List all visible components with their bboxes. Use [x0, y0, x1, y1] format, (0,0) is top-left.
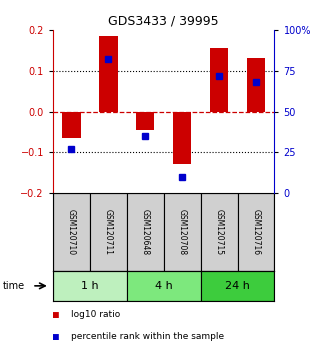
Text: GSM120711: GSM120711 [104, 209, 113, 255]
Text: ■: ■ [53, 332, 59, 342]
Bar [201, 193, 238, 271]
Bar [136, 112, 154, 130]
Bar [62, 112, 81, 138]
Bar [247, 58, 265, 112]
Bar [127, 193, 164, 271]
Text: GSM120710: GSM120710 [67, 209, 76, 255]
Text: ■: ■ [53, 310, 59, 320]
Text: 1 h: 1 h [81, 281, 99, 291]
Text: percentile rank within the sample: percentile rank within the sample [71, 332, 224, 341]
Text: GSM120716: GSM120716 [251, 209, 261, 255]
Text: 24 h: 24 h [225, 281, 250, 291]
Bar [164, 193, 201, 271]
Title: GDS3433 / 39995: GDS3433 / 39995 [108, 15, 219, 28]
Text: GSM120708: GSM120708 [178, 209, 187, 255]
Bar [173, 112, 191, 164]
Text: GSM120715: GSM120715 [214, 209, 224, 255]
Text: time: time [3, 281, 25, 291]
Text: 4 h: 4 h [155, 281, 173, 291]
Text: GSM120648: GSM120648 [141, 209, 150, 255]
Bar [201, 271, 274, 301]
Bar [238, 193, 274, 271]
Bar [53, 193, 90, 271]
Bar [90, 193, 127, 271]
Bar [210, 48, 228, 112]
Bar [127, 271, 201, 301]
Bar [53, 271, 127, 301]
Bar [99, 36, 117, 112]
Text: log10 ratio: log10 ratio [71, 310, 120, 319]
